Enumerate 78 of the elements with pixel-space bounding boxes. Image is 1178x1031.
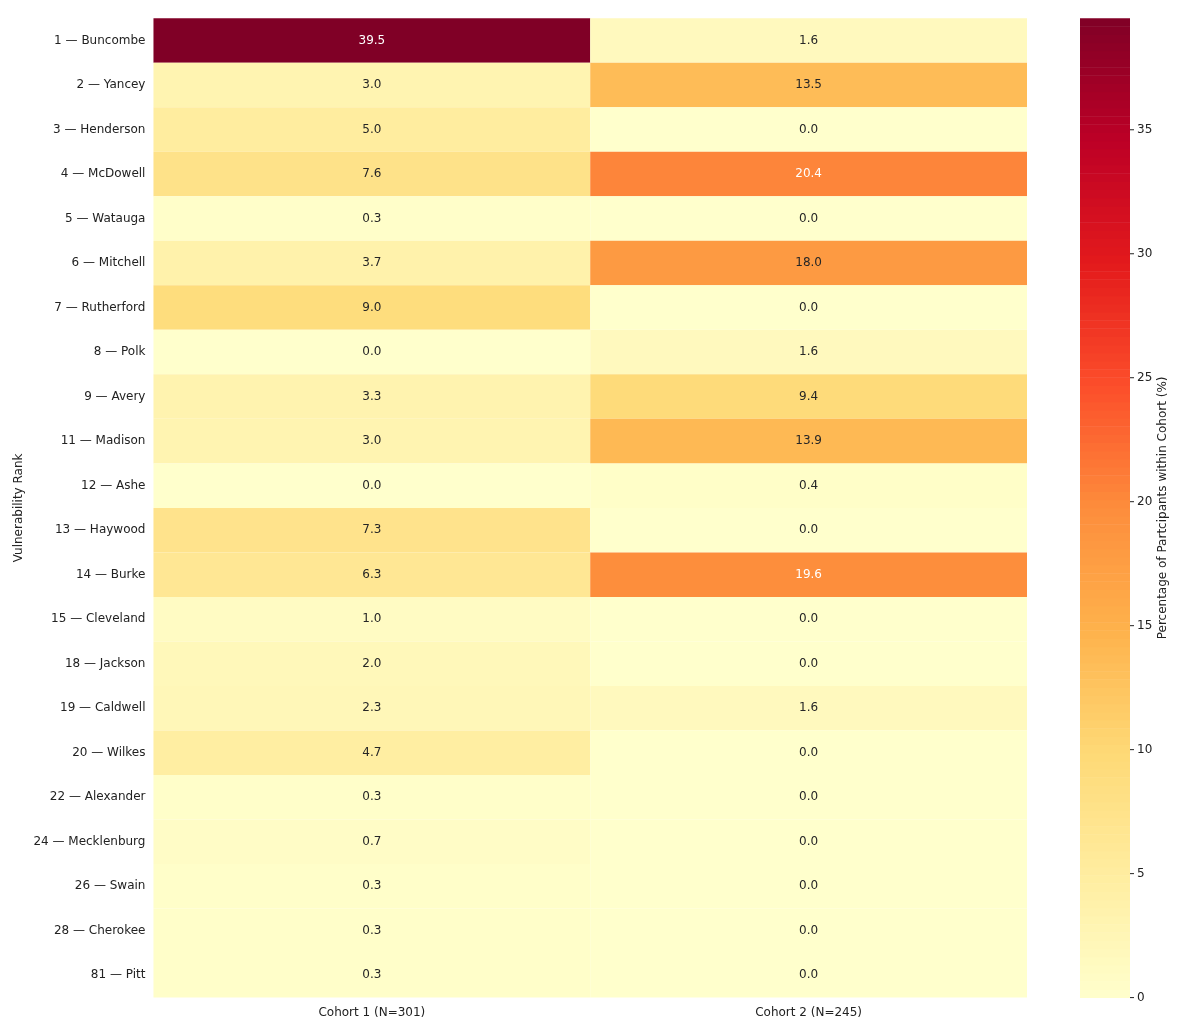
y-tick-label: 7 — Rutherford — [54, 299, 146, 314]
color-bar-label: 35 — [1137, 121, 1153, 136]
data-label: 20.4 — [795, 166, 822, 181]
data-label: 1.6 — [799, 32, 819, 47]
data-label: 18.0 — [795, 255, 822, 270]
y-tick-label: 6 — Mitchell — [71, 255, 146, 270]
data-label: 0.3 — [362, 789, 382, 804]
data-label: 9.0 — [362, 299, 382, 314]
data-label: 1.6 — [799, 344, 819, 359]
data-label: 0.0 — [799, 967, 819, 982]
data-label: 7.6 — [362, 166, 382, 181]
y-tick-label: 20 — Wilkes — [72, 744, 146, 759]
data-label: 13.5 — [795, 77, 822, 92]
data-label: 1.0 — [362, 611, 382, 626]
x-tick-label: Cohort 1 (N=301) — [318, 1004, 426, 1019]
y-tick-label: 19 — Caldwell — [60, 700, 146, 715]
y-tick-label: 24 — Mecklenburg — [33, 833, 146, 848]
x-tick-label: Cohort 2 (N=245) — [755, 1004, 863, 1019]
color-bar-label: 5 — [1137, 865, 1145, 880]
data-label: 3.0 — [362, 433, 382, 448]
data-label: 0.0 — [799, 210, 819, 225]
data-label: 2.3 — [362, 700, 382, 715]
data-label: 0.0 — [799, 655, 819, 670]
y-tick-label: 4 — McDowell — [60, 166, 146, 181]
y-tick-label: 2 — Yancey — [76, 77, 146, 92]
y-tick-label: 1 — Buncombe — [54, 32, 146, 47]
data-label: 3.7 — [362, 255, 382, 270]
color-bar-label: 10 — [1137, 741, 1153, 756]
data-label: 2.0 — [362, 655, 382, 670]
data-label: 0.0 — [799, 299, 819, 314]
y-tick-label: 15 — Cleveland — [51, 611, 146, 626]
color-bar-label: 15 — [1137, 617, 1153, 632]
data-label: 0.0 — [799, 522, 819, 537]
data-label: 0.7 — [362, 833, 382, 848]
data-label: 0.4 — [799, 477, 819, 492]
data-label: 0.0 — [799, 744, 819, 759]
y-tick-label: 12 — Ashe — [81, 477, 146, 492]
data-label: 9.4 — [799, 388, 819, 403]
data-label: 39.5 — [358, 32, 386, 47]
data-label: 5.0 — [362, 121, 382, 136]
data-label: 0.0 — [799, 833, 819, 848]
data-label: 0.0 — [799, 121, 819, 136]
data-label: 0.0 — [799, 611, 819, 626]
color-bar-label: 20 — [1137, 493, 1153, 508]
data-label: 0.3 — [362, 967, 382, 982]
y-tick-label: 3 — Henderson — [53, 121, 146, 136]
y-tick-label: 11 — Madison — [60, 433, 146, 448]
data-label: 19.6 — [795, 566, 822, 581]
y-tick-label: 28 — Cherokee — [53, 922, 146, 937]
y-tick-label: 5 — Watauga — [65, 210, 146, 225]
y-axis-title: Vulnerability Rank — [11, 453, 26, 563]
data-label: 0.0 — [799, 878, 819, 893]
data-label: 0.3 — [362, 210, 382, 225]
color-bar-label: 30 — [1137, 245, 1153, 260]
color-bar-title: Percentage of Partcipants within Cohort (%) — [1155, 376, 1170, 640]
data-label: 3.3 — [362, 388, 382, 403]
color-bar-label: 25 — [1137, 369, 1153, 384]
data-label: 0.0 — [799, 789, 819, 804]
data-label: 1.6 — [799, 700, 819, 715]
data-label: 13.9 — [795, 433, 822, 448]
y-tick-label: 8 — Polk — [93, 344, 146, 359]
data-label: 0.0 — [362, 477, 382, 492]
data-label: 0.0 — [362, 344, 382, 359]
y-tick-label: 13 — Haywood — [54, 522, 146, 537]
data-label: 7.3 — [362, 522, 382, 537]
y-tick-label: 18 — Jackson — [64, 655, 146, 670]
data-label: 0.3 — [362, 878, 382, 893]
data-label: 0.3 — [362, 922, 382, 937]
y-tick-label: 9 — Avery — [84, 388, 146, 403]
data-label: 4.7 — [362, 744, 382, 759]
y-tick-label: 26 — Swain — [74, 878, 146, 893]
y-tick-label: 81 — Pitt — [90, 967, 146, 982]
data-label: 6.3 — [362, 566, 382, 581]
data-label: 3.0 — [362, 77, 382, 92]
color-bar-label: 0 — [1137, 989, 1145, 1004]
data-label: 0.0 — [799, 922, 819, 937]
y-tick-label: 22 — Alexander — [49, 789, 146, 804]
y-tick-label: 14 — Burke — [75, 566, 146, 581]
